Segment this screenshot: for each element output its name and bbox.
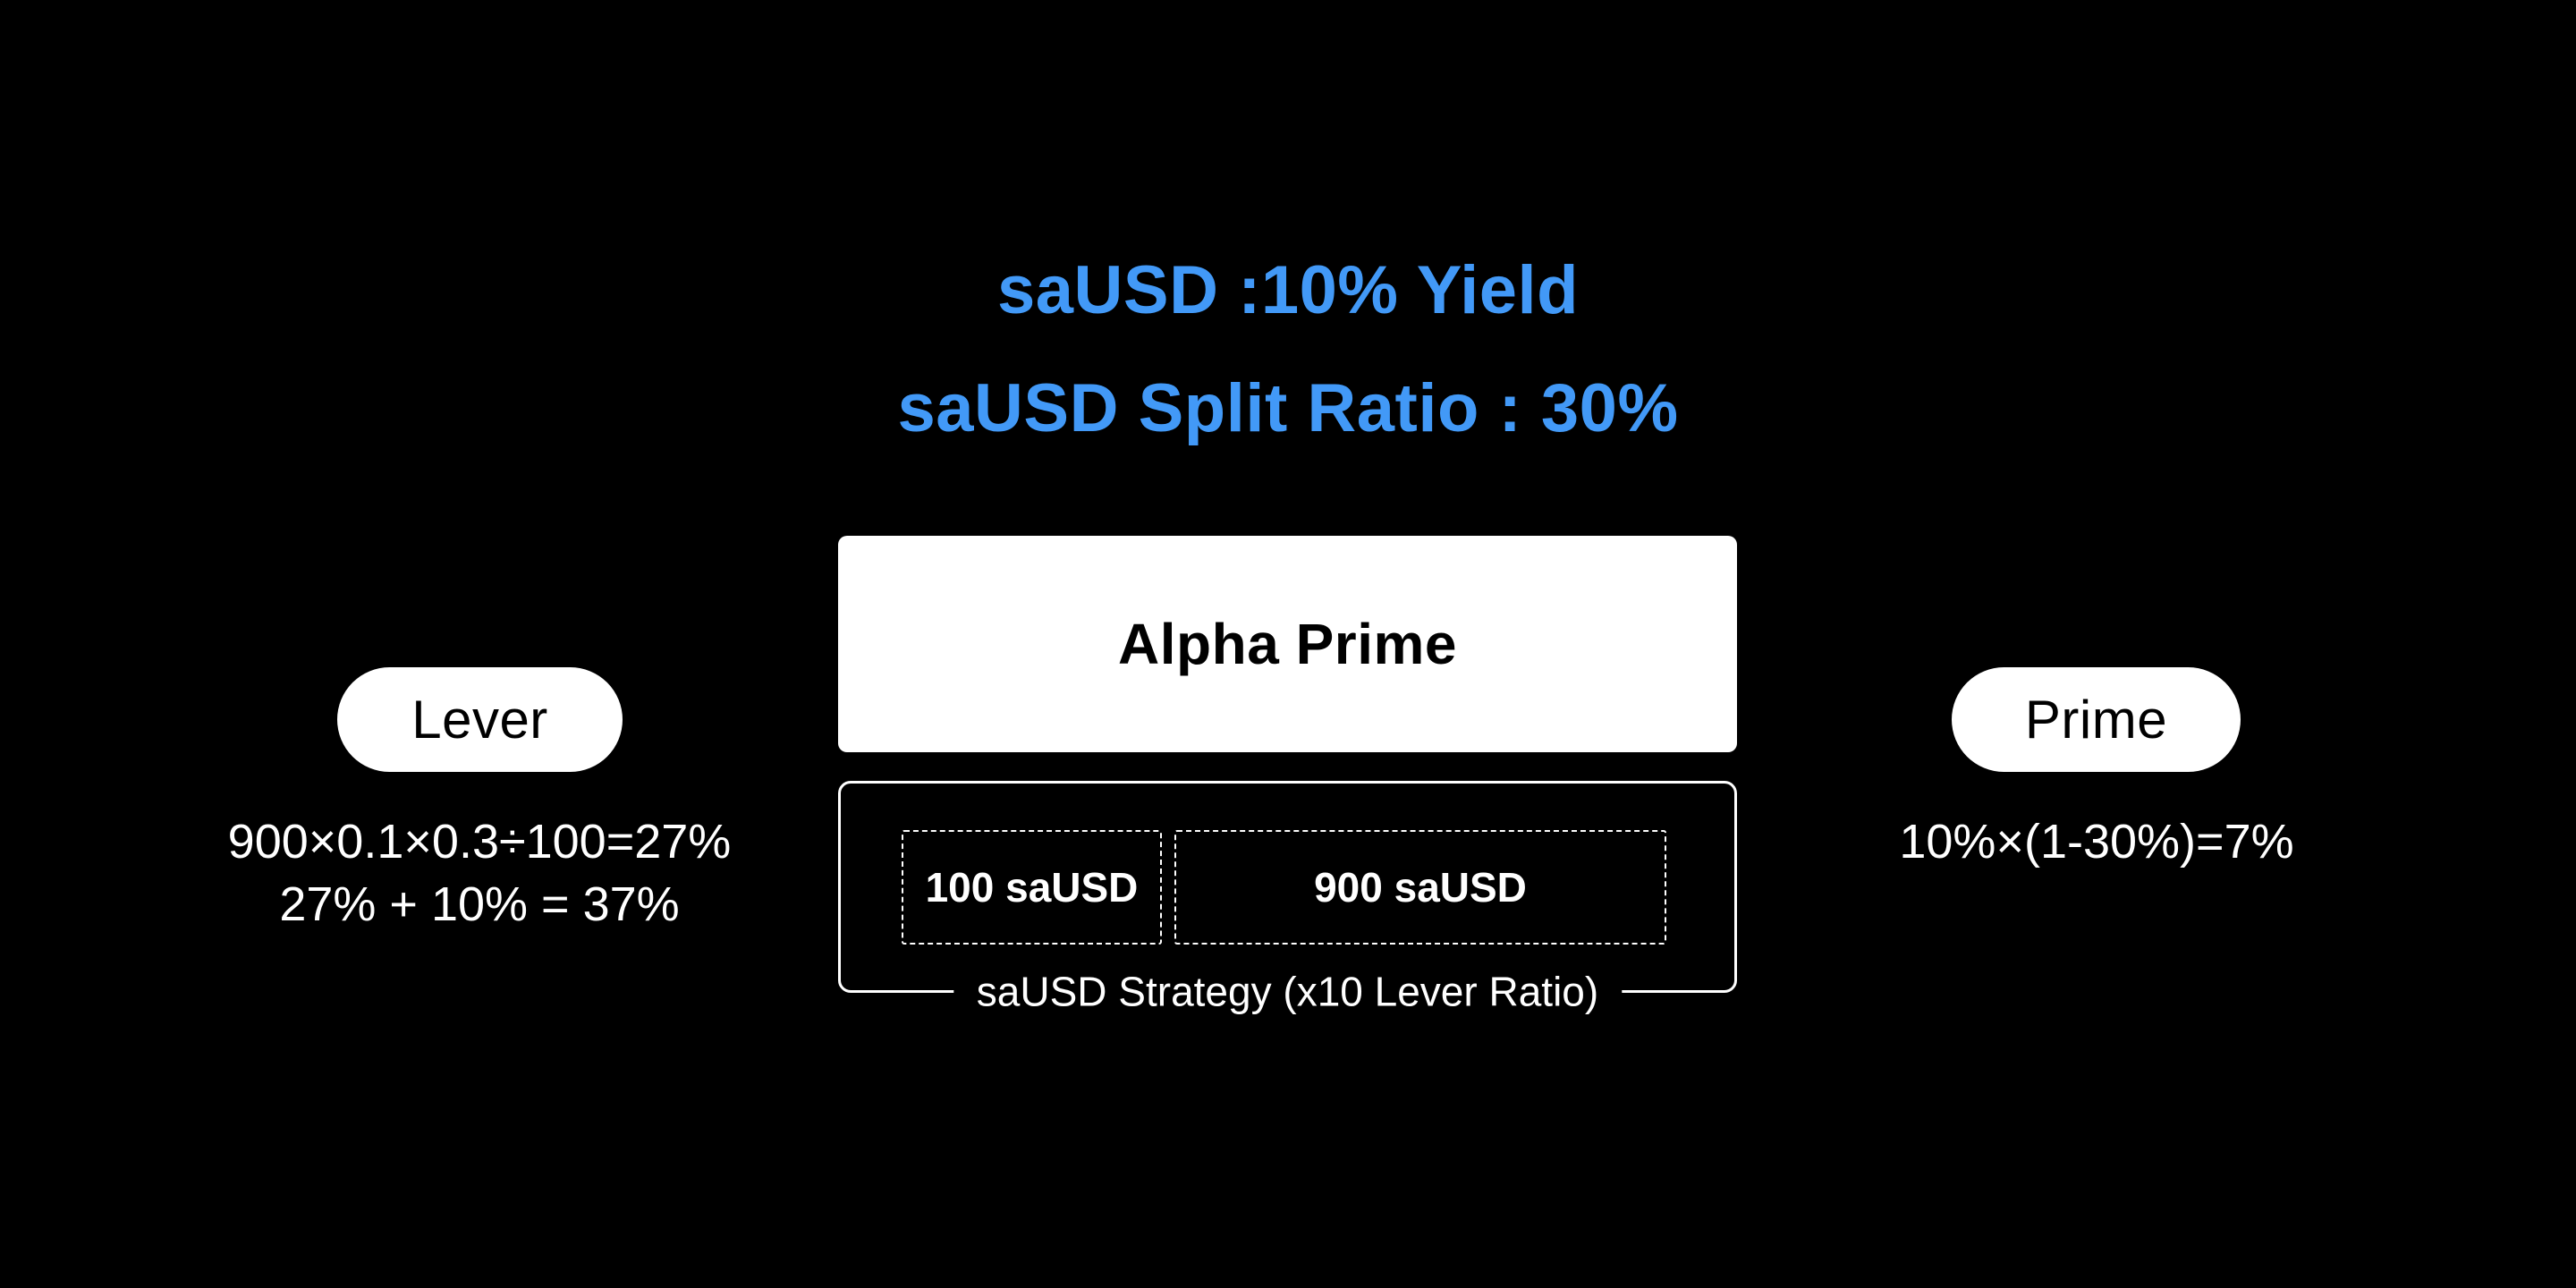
sausd-strategy-box: 100 saUSD 900 saUSD saUSD Strategy (x10 … (838, 781, 1737, 1018)
alpha-prime-box: Alpha Prime (838, 536, 1737, 752)
title-block: saUSD :10% Yield saUSD Split Ratio : 30% (0, 255, 2576, 445)
allocation-100-sausd-box: 100 saUSD (902, 830, 1162, 945)
yield-title: saUSD :10% Yield (996, 252, 1580, 328)
lever-formula-line-1: 900×0.1×0.3÷100=27% (227, 815, 732, 869)
allocation-100-label: 100 saUSD (925, 864, 1139, 911)
lever-formula-line-2: 27% + 10% = 37% (279, 877, 680, 931)
alpha-prime-label: Alpha Prime (1118, 612, 1457, 676)
lever-label: Lever (411, 690, 548, 750)
split-ratio-title: saUSD Split Ratio : 30% (897, 370, 1679, 446)
lever-formula: 900×0.1×0.3÷100=27% 27% + 10% = 37% (122, 810, 837, 936)
prime-formula: 10%×(1-30%)=7% (1739, 810, 2454, 873)
allocation-900-label: 900 saUSD (1314, 864, 1527, 911)
lever-pill: Lever (337, 667, 623, 772)
prime-label: Prime (2024, 690, 2168, 750)
prime-pill: Prime (1952, 667, 2241, 772)
prime-formula-line: 10%×(1-30%)=7% (1899, 815, 2294, 869)
allocation-900-sausd-box: 900 saUSD (1174, 830, 1666, 945)
strategy-caption: saUSD Strategy (x10 Lever Ratio) (953, 965, 1623, 1018)
